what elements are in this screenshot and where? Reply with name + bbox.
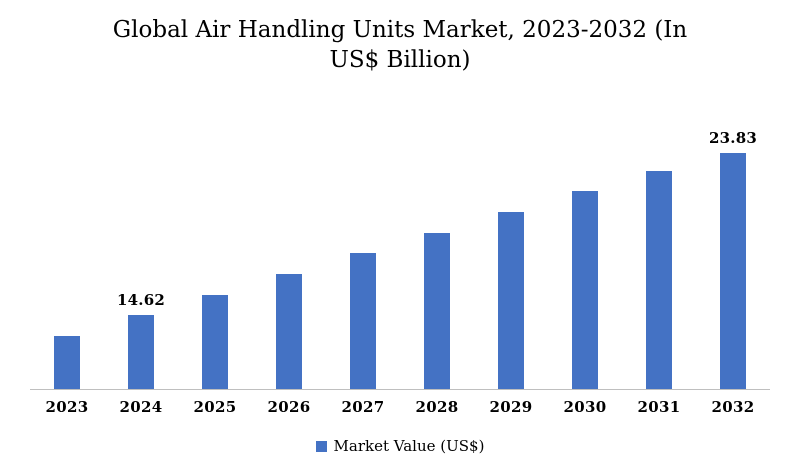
bar-slot bbox=[474, 129, 548, 389]
bar bbox=[498, 212, 524, 389]
bar-slot bbox=[548, 129, 622, 389]
chart-title: Global Air Handling Units Market, 2023-2… bbox=[70, 16, 730, 76]
bar-slot bbox=[622, 129, 696, 389]
x-axis-label: 2032 bbox=[711, 398, 755, 416]
bar bbox=[424, 233, 450, 389]
bar bbox=[646, 171, 672, 389]
bar-slot bbox=[30, 129, 104, 389]
legend-swatch-icon bbox=[315, 440, 327, 452]
x-axis-labels: 2023 2024 2025 2026 2027 2028 2029 2030 2031 2032 bbox=[30, 398, 770, 416]
x-axis-label: 2030 bbox=[563, 398, 607, 416]
bar-slot bbox=[178, 129, 252, 389]
x-axis-label: 2029 bbox=[489, 398, 533, 416]
bar-slot bbox=[400, 129, 474, 389]
bar-slot bbox=[326, 129, 400, 389]
x-axis-label: 2026 bbox=[267, 398, 311, 416]
bar bbox=[276, 274, 302, 389]
x-axis-label: 2031 bbox=[637, 398, 681, 416]
bar-slot: 14.62 bbox=[104, 129, 178, 389]
bar-slot: 23.83 bbox=[696, 129, 770, 389]
bar-slot bbox=[252, 129, 326, 389]
legend-label: Market Value (US$) bbox=[333, 437, 485, 455]
x-axis-label: 2028 bbox=[415, 398, 459, 416]
bar-data-label: 23.83 bbox=[709, 129, 757, 147]
bar bbox=[128, 315, 154, 389]
legend: Market Value (US$) bbox=[0, 437, 800, 455]
bar bbox=[202, 295, 228, 389]
x-axis-label: 2027 bbox=[341, 398, 385, 416]
chart-title-line2: US$ Billion) bbox=[329, 46, 471, 73]
bar bbox=[54, 336, 80, 389]
bar bbox=[350, 253, 376, 389]
bar-data-label: 14.62 bbox=[117, 291, 165, 309]
x-axis-label: 2024 bbox=[119, 398, 163, 416]
plot-area: 14.62 23.83 bbox=[30, 129, 770, 390]
chart-title-line1: Global Air Handling Units Market, 2023-2… bbox=[112, 17, 688, 43]
bar bbox=[720, 153, 746, 389]
x-axis-label: 2023 bbox=[45, 398, 89, 416]
bar bbox=[572, 191, 598, 389]
x-axis-label: 2025 bbox=[193, 398, 237, 416]
